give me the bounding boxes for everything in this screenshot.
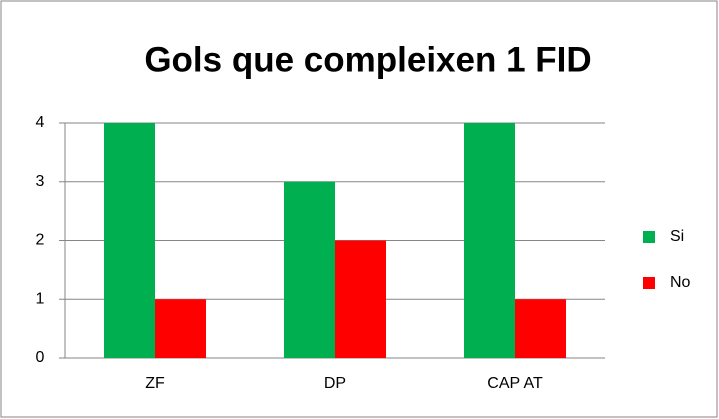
bar [284, 181, 335, 358]
bar [335, 240, 386, 358]
bar [104, 123, 155, 358]
x-tick-label: ZF [145, 375, 165, 392]
chart-title: Gols que compleixen 1 FID [144, 40, 591, 79]
x-tick-label: DP [324, 375, 346, 392]
bar [155, 299, 206, 358]
y-tick-label: 0 [36, 349, 45, 366]
y-tick-label: 4 [36, 114, 45, 131]
legend-swatch [643, 231, 655, 243]
y-tick-label: 1 [36, 290, 45, 307]
x-tick-label: CAP AT [487, 375, 543, 392]
y-tick-label: 3 [36, 173, 45, 190]
bar [464, 123, 515, 358]
legend-swatch [643, 277, 655, 289]
bar [515, 299, 566, 358]
legend-label: Si [670, 228, 684, 245]
legend-label: No [670, 274, 691, 291]
y-tick-label: 2 [36, 232, 45, 249]
